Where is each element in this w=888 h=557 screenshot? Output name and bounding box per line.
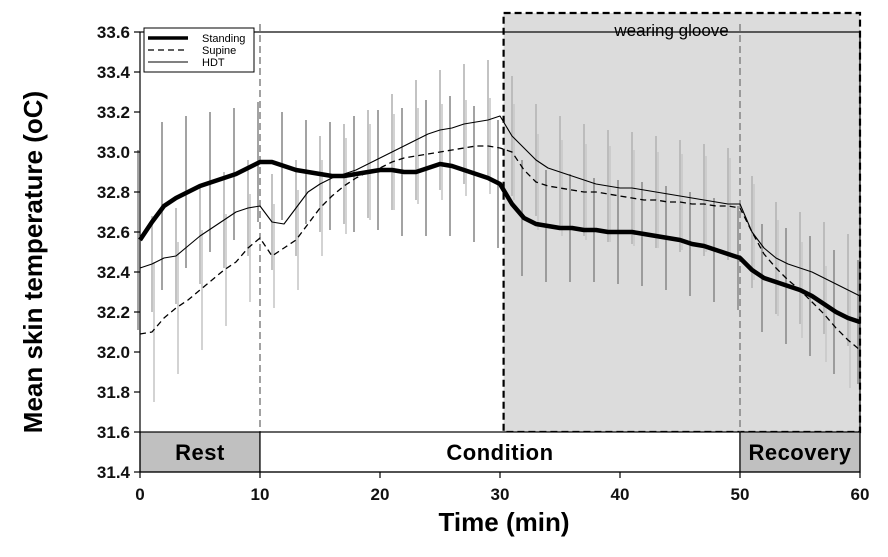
y-tick-label: 33.2 bbox=[97, 103, 130, 122]
legend-label-standing: Standing bbox=[202, 33, 245, 45]
y-tick-label: 33.4 bbox=[97, 63, 131, 82]
x-tick-label: 30 bbox=[491, 485, 510, 504]
y-tick-label: 31.4 bbox=[97, 463, 131, 482]
phase-label-rest: Rest bbox=[175, 440, 225, 465]
y-tick-label: 32.0 bbox=[97, 343, 130, 362]
vertical-markers-layer bbox=[259, 24, 741, 432]
legend-box bbox=[143, 27, 255, 73]
legend-label-supine: Supine bbox=[202, 45, 236, 57]
series-line-standing bbox=[138, 159, 861, 325]
y-tick-label: 32.8 bbox=[97, 183, 130, 202]
wearing-gloove-annotation: wearing gloove bbox=[613, 21, 728, 40]
y-tick-label: 31.8 bbox=[97, 383, 130, 402]
y-tick-label: 32.2 bbox=[97, 303, 130, 322]
x-tick-label: 20 bbox=[371, 485, 390, 504]
y-tick-label: 33.6 bbox=[97, 23, 130, 42]
series-layer bbox=[138, 115, 861, 351]
series-line-hdt bbox=[139, 115, 861, 297]
x-tick-label: 40 bbox=[611, 485, 630, 504]
phase-bar: Rest Condition Recovery bbox=[139, 431, 861, 473]
phase-box-rest bbox=[139, 431, 261, 473]
series-line-supine bbox=[139, 145, 861, 351]
y-tick-label: 31.6 bbox=[97, 423, 130, 442]
x-tick-label: 50 bbox=[731, 485, 750, 504]
x-tick-label: 0 bbox=[135, 485, 144, 504]
y-tick-label: 33.0 bbox=[97, 143, 130, 162]
phase-label-recovery: Recovery bbox=[748, 440, 851, 465]
phase-label-condition: Condition bbox=[446, 440, 553, 465]
x-tick-label: 10 bbox=[251, 485, 270, 504]
x-axis-title: Time (min) bbox=[439, 507, 570, 537]
y-tick-label: 32.6 bbox=[97, 223, 130, 242]
legend-label-hdt: HDT bbox=[202, 57, 225, 69]
x-tick-label: 60 bbox=[851, 485, 870, 504]
phase-box-condition bbox=[259, 431, 741, 473]
axes-layer: 31.4 31.6 31.8 32.0 32.2 32.4 32.6 32.8 33.0 33.2… bbox=[97, 23, 870, 504]
y-axis-title: Mean skin temperature (oC) bbox=[18, 91, 48, 433]
phase-box-recovery bbox=[739, 431, 861, 473]
y-tick-label: 32.4 bbox=[97, 263, 131, 282]
